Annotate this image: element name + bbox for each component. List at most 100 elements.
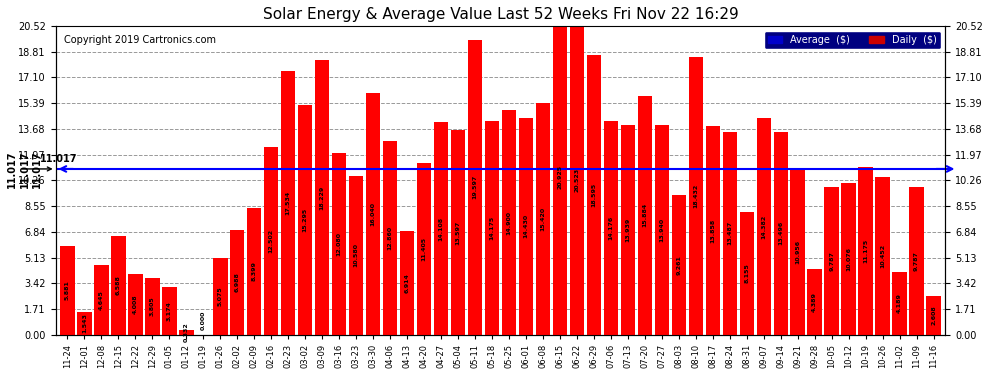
Bar [892, 272, 907, 335]
Legend: Average  ($), Daily  ($): Average ($), Daily ($) [764, 31, 940, 48]
Bar [740, 212, 754, 335]
Text: 11.017: 11.017 [7, 150, 51, 188]
Text: 14.382: 14.382 [761, 214, 766, 238]
Bar [927, 296, 940, 335]
Text: 10.956: 10.956 [795, 240, 800, 264]
Text: 6.588: 6.588 [116, 275, 121, 295]
Bar [723, 132, 737, 335]
Bar [706, 126, 720, 335]
Bar [858, 166, 873, 335]
Title: Solar Energy & Average Value Last 52 Weeks Fri Nov 22 16:29: Solar Energy & Average Value Last 52 Wee… [262, 7, 739, 22]
Text: Copyright 2019 Cartronics.com: Copyright 2019 Cartronics.com [64, 35, 217, 45]
Bar [654, 125, 669, 335]
Bar [60, 246, 74, 335]
Text: 4.008: 4.008 [133, 295, 138, 314]
Text: 18.595: 18.595 [591, 183, 596, 207]
Text: 12.502: 12.502 [268, 229, 274, 253]
Text: 18.229: 18.229 [320, 186, 325, 210]
Text: 11.017: 11.017 [32, 150, 42, 188]
Bar [604, 122, 618, 335]
Bar [434, 122, 448, 335]
Bar [128, 274, 143, 335]
Bar [77, 312, 92, 335]
Bar [773, 132, 788, 335]
Text: 4.189: 4.189 [897, 293, 902, 313]
Text: 14.108: 14.108 [439, 216, 444, 241]
Text: 5.881: 5.881 [65, 280, 70, 300]
Bar [689, 57, 703, 335]
Text: 0.000: 0.000 [201, 311, 206, 330]
Bar [230, 230, 245, 335]
Bar [502, 111, 516, 335]
Text: 15.295: 15.295 [303, 207, 308, 232]
Bar [519, 117, 534, 335]
Text: 10.076: 10.076 [846, 247, 851, 271]
Bar [348, 176, 363, 335]
Bar [552, 20, 567, 335]
Text: 11.017: 11.017 [41, 154, 77, 164]
Text: 9.787: 9.787 [830, 251, 835, 271]
Text: 10.452: 10.452 [880, 244, 885, 268]
Text: 11.175: 11.175 [863, 238, 868, 263]
Bar [910, 188, 924, 335]
Text: 14.176: 14.176 [609, 216, 614, 240]
Bar [569, 26, 584, 335]
Text: 9.787: 9.787 [914, 251, 919, 271]
Text: 14.430: 14.430 [524, 214, 529, 238]
Bar [842, 183, 856, 335]
Text: 4.645: 4.645 [99, 290, 104, 310]
Text: 2.608: 2.608 [931, 305, 937, 325]
Bar [417, 163, 432, 335]
Bar [315, 60, 330, 335]
Bar [671, 195, 686, 335]
Text: 8.399: 8.399 [251, 262, 256, 282]
Bar [808, 269, 822, 335]
Text: 12.860: 12.860 [388, 226, 393, 250]
Bar [248, 209, 261, 335]
Bar [638, 96, 652, 335]
Text: 14.900: 14.900 [507, 211, 512, 235]
Text: 0.332: 0.332 [184, 322, 189, 342]
Text: 11.017: 11.017 [20, 150, 30, 188]
Text: 13.858: 13.858 [710, 218, 716, 243]
Bar [179, 330, 193, 335]
Text: 20.925: 20.925 [557, 165, 562, 189]
Bar [332, 153, 346, 335]
Text: 11.405: 11.405 [422, 237, 427, 261]
Bar [587, 55, 601, 335]
Text: 16.040: 16.040 [370, 202, 375, 226]
Bar [825, 188, 839, 335]
Text: 20.523: 20.523 [574, 168, 579, 192]
Bar [536, 103, 550, 335]
Bar [111, 236, 126, 335]
Bar [366, 93, 380, 335]
Bar [281, 71, 295, 335]
Bar [213, 258, 228, 335]
Bar [162, 287, 176, 335]
Text: 17.534: 17.534 [286, 190, 291, 215]
Text: 13.496: 13.496 [778, 221, 783, 245]
Bar [875, 177, 890, 335]
Text: 6.988: 6.988 [235, 272, 240, 292]
Bar [400, 231, 415, 335]
Text: 4.389: 4.389 [812, 292, 817, 312]
Bar [621, 125, 636, 335]
Text: 5.075: 5.075 [218, 287, 223, 306]
Bar [264, 147, 278, 335]
Text: 15.420: 15.420 [541, 207, 545, 231]
Text: 6.914: 6.914 [405, 273, 410, 292]
Bar [468, 40, 482, 335]
Bar [485, 122, 499, 335]
Text: 3.805: 3.805 [149, 296, 154, 316]
Text: 13.940: 13.940 [659, 218, 664, 242]
Bar [383, 141, 397, 335]
Text: 19.597: 19.597 [472, 175, 477, 200]
Bar [756, 118, 771, 335]
Bar [298, 105, 313, 335]
Text: 18.432: 18.432 [693, 184, 698, 208]
Text: 13.597: 13.597 [455, 220, 460, 245]
Bar [450, 130, 465, 335]
Text: 13.939: 13.939 [626, 218, 631, 242]
Text: 8.155: 8.155 [744, 264, 749, 284]
Text: 3.174: 3.174 [167, 301, 172, 321]
